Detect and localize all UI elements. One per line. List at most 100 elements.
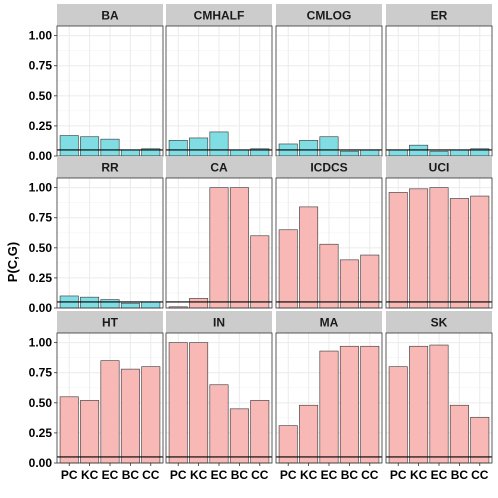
y-tick-label: 0.00 [29, 301, 53, 315]
bar-cmhalf-kc [189, 137, 209, 157]
y-tick-label: 0.75 [29, 211, 53, 225]
bar-ca-ec [209, 187, 229, 309]
panel-strip [276, 156, 382, 178]
x-tick-label: BC [231, 468, 249, 482]
bar-cmlog-cc [360, 149, 380, 157]
bar-in-ec [209, 384, 229, 464]
bar-cmlog-ec [319, 136, 339, 157]
panel-cmhalf: CMHALF [165, 4, 273, 157]
bar-ca-cc [250, 235, 270, 309]
y-tick-label: 0.25 [29, 119, 53, 133]
bar-ba-pc [59, 135, 79, 157]
panel-icdcs: ICDCS [275, 156, 383, 309]
x-tick-label: EC [211, 468, 228, 482]
bar-rr-cc [141, 301, 161, 309]
bar-ma-bc [339, 345, 359, 464]
bar-er-bc [449, 149, 469, 157]
x-tick-label: KC [190, 468, 208, 482]
x-tick-label: KC [81, 468, 99, 482]
panel-strip [166, 156, 272, 178]
bar-icdcs-pc [278, 229, 298, 309]
x-tick-label: EC [102, 468, 119, 482]
bar-ca-kc [189, 298, 209, 309]
bar-ba-kc [80, 136, 100, 157]
bar-sk-kc [409, 345, 429, 464]
bar-ma-cc [360, 345, 380, 464]
bar-icdcs-ec [319, 243, 339, 309]
panel-title: ER [431, 9, 448, 23]
panel-strip [166, 311, 272, 333]
panel-strip [57, 311, 163, 333]
panel-ca: CA [165, 156, 273, 309]
bar-rr-ec [100, 299, 120, 309]
bar-cmhalf-pc [168, 140, 188, 157]
panel-title: RR [101, 161, 119, 175]
y-tick-label: 1.00 [29, 336, 53, 350]
panel-strip [386, 4, 492, 26]
bar-ht-kc [80, 400, 100, 464]
panel-title: CA [210, 161, 228, 175]
bar-ba-ec [100, 138, 120, 157]
panel-sk: SK PC KC EC BC CC [385, 311, 493, 482]
bar-rr-kc [80, 296, 100, 309]
x-tick-label: CC [251, 468, 269, 482]
panel-border [165, 177, 273, 309]
bar-in-kc [189, 342, 209, 464]
bar-in-cc [250, 400, 270, 464]
panel-er: ER [385, 4, 493, 157]
bar-er-kc [409, 144, 429, 157]
bar-cmhalf-bc [229, 149, 249, 157]
bar-icdcs-bc [339, 259, 359, 309]
bar-in-pc [168, 342, 188, 464]
x-tick-label: PC [280, 468, 297, 482]
bar-ht-pc [59, 396, 79, 464]
bar-sk-bc [449, 404, 469, 464]
y-tick-label: 0.25 [29, 271, 53, 285]
bar-icdcs-kc [299, 206, 319, 309]
y-tick-label: 0.00 [29, 149, 53, 163]
panel-cmlog: CMLOG [275, 4, 383, 157]
x-tick-label: CC [471, 468, 489, 482]
panel-in: IN PC KC EC BC CC [165, 311, 273, 482]
bar-uci-kc [409, 188, 429, 309]
bar-ca-bc [229, 187, 249, 309]
y-tick-label: 0.50 [29, 89, 53, 103]
bar-er-ec [429, 150, 449, 157]
panel-title: BA [101, 9, 119, 23]
bar-uci-cc [470, 195, 490, 309]
bar-sk-cc [470, 416, 490, 464]
panel-border [275, 177, 383, 309]
y-tick-label: 0.75 [29, 59, 53, 73]
x-tick-label: EC [321, 468, 338, 482]
panel-title: UCI [429, 161, 450, 175]
bar-ht-bc [120, 368, 140, 464]
y-tick-label: 1.00 [29, 29, 53, 43]
panel-ba: BA 0.00 0.25 0.50 0.75 1.00 [29, 4, 164, 163]
panel-grid: BA 0.00 0.25 0.50 0.75 1.00 CMHALF CMLOG ER RR 0.0… [29, 4, 493, 482]
x-tick-label: EC [431, 468, 448, 482]
x-tick-label: PC [170, 468, 187, 482]
x-tick-label: PC [61, 468, 78, 482]
bar-ba-bc [120, 149, 140, 157]
x-tick-label: KC [300, 468, 318, 482]
bar-ma-kc [299, 404, 319, 464]
panel-title: MA [320, 316, 339, 330]
x-tick-label: CC [361, 468, 379, 482]
bar-in-bc [229, 408, 249, 464]
panel-border [385, 177, 493, 309]
bar-rr-bc [120, 302, 140, 309]
bar-ht-cc [141, 366, 161, 464]
panel-strip [276, 4, 382, 26]
panel-ht: HT 0.00 0.25 0.50 0.75 1.00 PC KC EC BC CC [29, 311, 164, 482]
x-tick-label: PC [390, 468, 407, 482]
y-tick-label: 0.25 [29, 426, 53, 440]
bar-cmlog-kc [299, 140, 319, 157]
panel-rr: RR 0.00 0.25 0.50 0.75 1.00 [29, 156, 164, 315]
panel-strip [276, 311, 382, 333]
bar-sk-ec [429, 344, 449, 464]
panel-strip [386, 156, 492, 178]
panel-ma: MA PC KC EC BC CC [275, 311, 383, 482]
y-tick-label: 0.75 [29, 366, 53, 380]
bar-uci-pc [388, 192, 408, 309]
